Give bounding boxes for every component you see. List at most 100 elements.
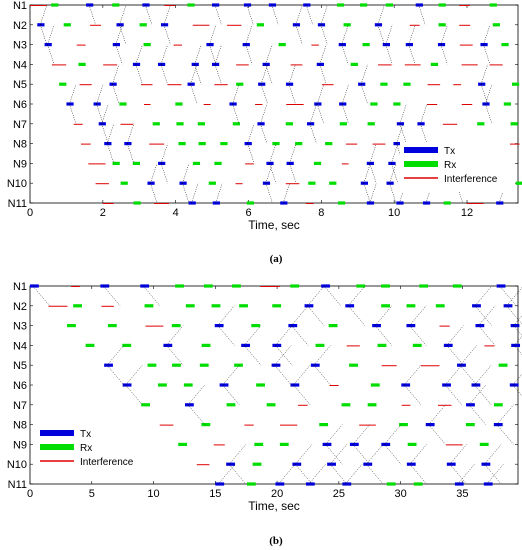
link-line [399, 103, 407, 124]
tx-mark [285, 82, 294, 86]
rx-mark [246, 201, 254, 205]
link-line [289, 163, 297, 184]
link-line [40, 24, 48, 45]
link-line [325, 444, 343, 465]
link-line [160, 44, 168, 65]
link-line [348, 305, 366, 326]
rx-mark [435, 304, 445, 308]
link-line [341, 84, 349, 105]
rx-mark [515, 181, 522, 185]
rx-mark [380, 82, 388, 86]
link-line [484, 464, 502, 485]
link-line [260, 103, 268, 124]
legend-label: Rx [80, 443, 92, 454]
link-line [320, 24, 328, 45]
link-line [363, 183, 371, 204]
link-line [428, 404, 446, 425]
link-line [352, 444, 370, 465]
link-line [150, 163, 158, 184]
tx-mark [475, 324, 485, 328]
link-line [418, 4, 426, 25]
tx-mark [510, 324, 520, 328]
rx-mark [214, 161, 222, 165]
rx-mark [232, 122, 240, 126]
tx-mark [104, 363, 113, 367]
link-line [369, 143, 377, 164]
link-line [478, 325, 496, 346]
rx-mark [236, 82, 244, 86]
tx-mark [242, 43, 250, 47]
tx-mark [511, 343, 521, 347]
rx-mark [199, 363, 209, 367]
rx-mark [377, 343, 387, 347]
tx-mark [471, 383, 481, 387]
link-line [209, 24, 217, 45]
rx-mark [419, 284, 429, 288]
tx-mark [104, 142, 112, 146]
tx-mark [226, 462, 235, 466]
rx-mark [178, 142, 186, 146]
rx-mark [443, 201, 451, 205]
tx-mark [425, 423, 435, 427]
rx-mark [220, 142, 228, 146]
link-line [449, 464, 467, 485]
rx-mark [192, 161, 201, 165]
rx-mark [489, 3, 497, 7]
y-tick-label-n9: N9 [13, 439, 27, 451]
link-line [274, 365, 292, 386]
link-line [307, 305, 325, 326]
link-line [352, 424, 370, 445]
tx-mark [109, 82, 117, 86]
tx-mark [37, 23, 45, 27]
rx-mark [381, 304, 391, 308]
link-line [194, 44, 202, 65]
x-tick-label: 8 [318, 207, 324, 219]
link-line [313, 365, 331, 386]
rx-mark [133, 201, 141, 205]
tx-mark [481, 462, 491, 466]
link-line [385, 44, 393, 65]
link-line [125, 365, 143, 386]
rx-mark [185, 304, 195, 308]
tx-mark [93, 102, 101, 106]
link-line [96, 84, 104, 105]
link-line [369, 183, 377, 204]
link-line [305, 4, 314, 25]
y-tick-label-n2: N2 [13, 20, 27, 32]
link-line [366, 464, 384, 485]
x-tick-label: 20 [271, 488, 283, 500]
rx-mark [132, 161, 141, 165]
link-line [217, 325, 235, 346]
rx-mark [393, 102, 401, 106]
tx-mark [472, 304, 481, 308]
link-line [232, 103, 240, 124]
link-line [214, 44, 222, 65]
link-line [182, 183, 190, 204]
rx-mark [152, 122, 160, 126]
rx-mark [350, 62, 358, 66]
x-tick-label: 12 [461, 207, 473, 219]
rx-mark [328, 324, 338, 328]
tx-mark [211, 62, 220, 66]
link-line [101, 123, 109, 144]
tx-mark [132, 62, 141, 66]
rx-mark [256, 383, 265, 387]
y-tick-label-n3: N3 [13, 40, 27, 52]
link-line [127, 143, 135, 164]
tx-mark [349, 442, 359, 446]
tx-mark [124, 142, 132, 146]
rx-mark [78, 62, 86, 66]
link-line [112, 84, 120, 105]
link-line [163, 4, 171, 25]
rx-mark [503, 102, 512, 106]
link-line [215, 183, 223, 204]
link-line [115, 24, 123, 45]
link-line [480, 64, 488, 85]
link-line [69, 84, 77, 105]
link-line [40, 4, 48, 25]
link-line [106, 365, 124, 386]
link-line [341, 44, 349, 65]
rx-mark [246, 482, 256, 486]
rx-mark [319, 423, 329, 427]
link-line [369, 163, 377, 184]
